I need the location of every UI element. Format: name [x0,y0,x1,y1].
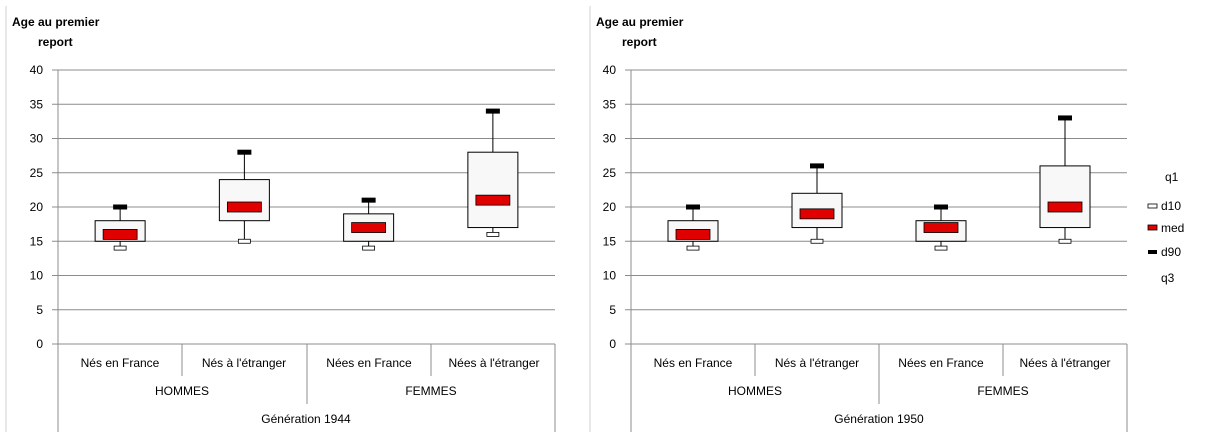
chart1-median-marker [475,194,511,206]
chart2-d10-marker [934,245,948,251]
chart1-ytick-label: 5 [36,303,43,317]
chart2-median-marker [799,208,835,220]
legend: q1 d10 med d90 q3 [1147,170,1184,285]
chart1-ytick-label: 30 [30,132,44,146]
chart1-generation-label: Génération 1944 [261,412,351,426]
chart2-category-label: Nées en France [898,356,984,370]
chart2-category-label: Nés à l'étranger [775,356,859,370]
chart2-ytick-label: 15 [603,234,617,248]
chart1-ylabel-line2: report [38,35,73,49]
chart2-category-label: Nés en France [654,356,733,370]
chart1-d90-marker [485,108,500,114]
chart1-d90-marker [237,149,252,155]
chart1-d10-marker [237,238,251,244]
legend-label-q1: q1 [1165,170,1179,184]
legend-swatch-d90 [1148,250,1157,254]
chart2-category-label: Nées à l'étranger [1019,356,1110,370]
chart1-median-marker [351,222,387,233]
chart1-ytick-label: 25 [30,166,44,180]
chart1-ytick-label: 35 [30,97,44,111]
chart1-d10-marker [113,245,127,251]
chart2-ytick-label: 5 [609,303,616,317]
chart1-category-label: Nés en France [81,356,160,370]
chart2-ytick-label: 30 [603,132,617,146]
chart1-d10-marker [486,231,500,237]
legend-label-med: med [1161,221,1184,235]
chart1-category-label: Nés à l'étranger [202,356,286,370]
chart1-ytick-label: 10 [30,269,44,283]
legend-label-d10: d10 [1161,199,1181,213]
chart1-ytick-label: 0 [36,337,43,351]
chart1-group-label: FEMMES [405,384,456,398]
chart2-d90-marker [934,204,948,210]
chart2-d10-marker [686,245,700,251]
chart2-ytick-label: 35 [603,97,617,111]
chart2-ylabel-line2: report [622,35,657,49]
legend-swatch-med [1147,224,1158,231]
chart2-median-marker [1047,201,1083,213]
chart1-ylabel-line1: Age au premier [12,15,100,29]
chart2-group-label: HOMMES [728,384,782,398]
chart1-ytick-label: 15 [30,234,44,248]
legend-label-q3: q3 [1161,271,1175,285]
chart2-generation-label: Génération 1950 [834,412,924,426]
chart2-median-marker [675,228,711,240]
chart2-group-label: FEMMES [977,384,1028,398]
chart1-category-label: Nées à l'étranger [448,356,539,370]
chart1-median-marker [102,228,138,240]
chart2-ylabel-line1: Age au premier [596,15,684,29]
chart2-ytick-label: 25 [603,166,617,180]
chart1-d90-marker [361,197,376,203]
chart1-box-q1-q3 [467,151,519,229]
chart2-d90-marker [1058,115,1072,121]
chart2-ytick-label: 40 [603,63,617,77]
chart1-median-marker [226,201,262,213]
chart2-ytick-label: 20 [603,200,617,214]
chart1-category-label: Nées en France [326,356,412,370]
chart2-median-marker [923,222,959,233]
chart2-ytick-label: 0 [609,337,616,351]
chart1-ytick-label: 20 [30,200,44,214]
legend-label-d90: d90 [1161,245,1181,259]
chart2-d10-marker [1058,238,1072,244]
chart2-d90-marker [810,163,824,169]
chart2-box-q1-q3 [1039,165,1091,229]
chart1-d90-marker [113,204,128,210]
chart2-d10-marker [810,238,824,244]
chart2-d90-marker [686,204,700,210]
chart1-group-label: HOMMES [155,384,209,398]
chart1-box-q1-q3 [218,179,270,222]
chart2-ytick-label: 10 [603,269,617,283]
chart1-ytick-label: 40 [30,63,44,77]
chart1-d10-marker [362,245,376,251]
legend-swatch-d10 [1147,203,1158,209]
